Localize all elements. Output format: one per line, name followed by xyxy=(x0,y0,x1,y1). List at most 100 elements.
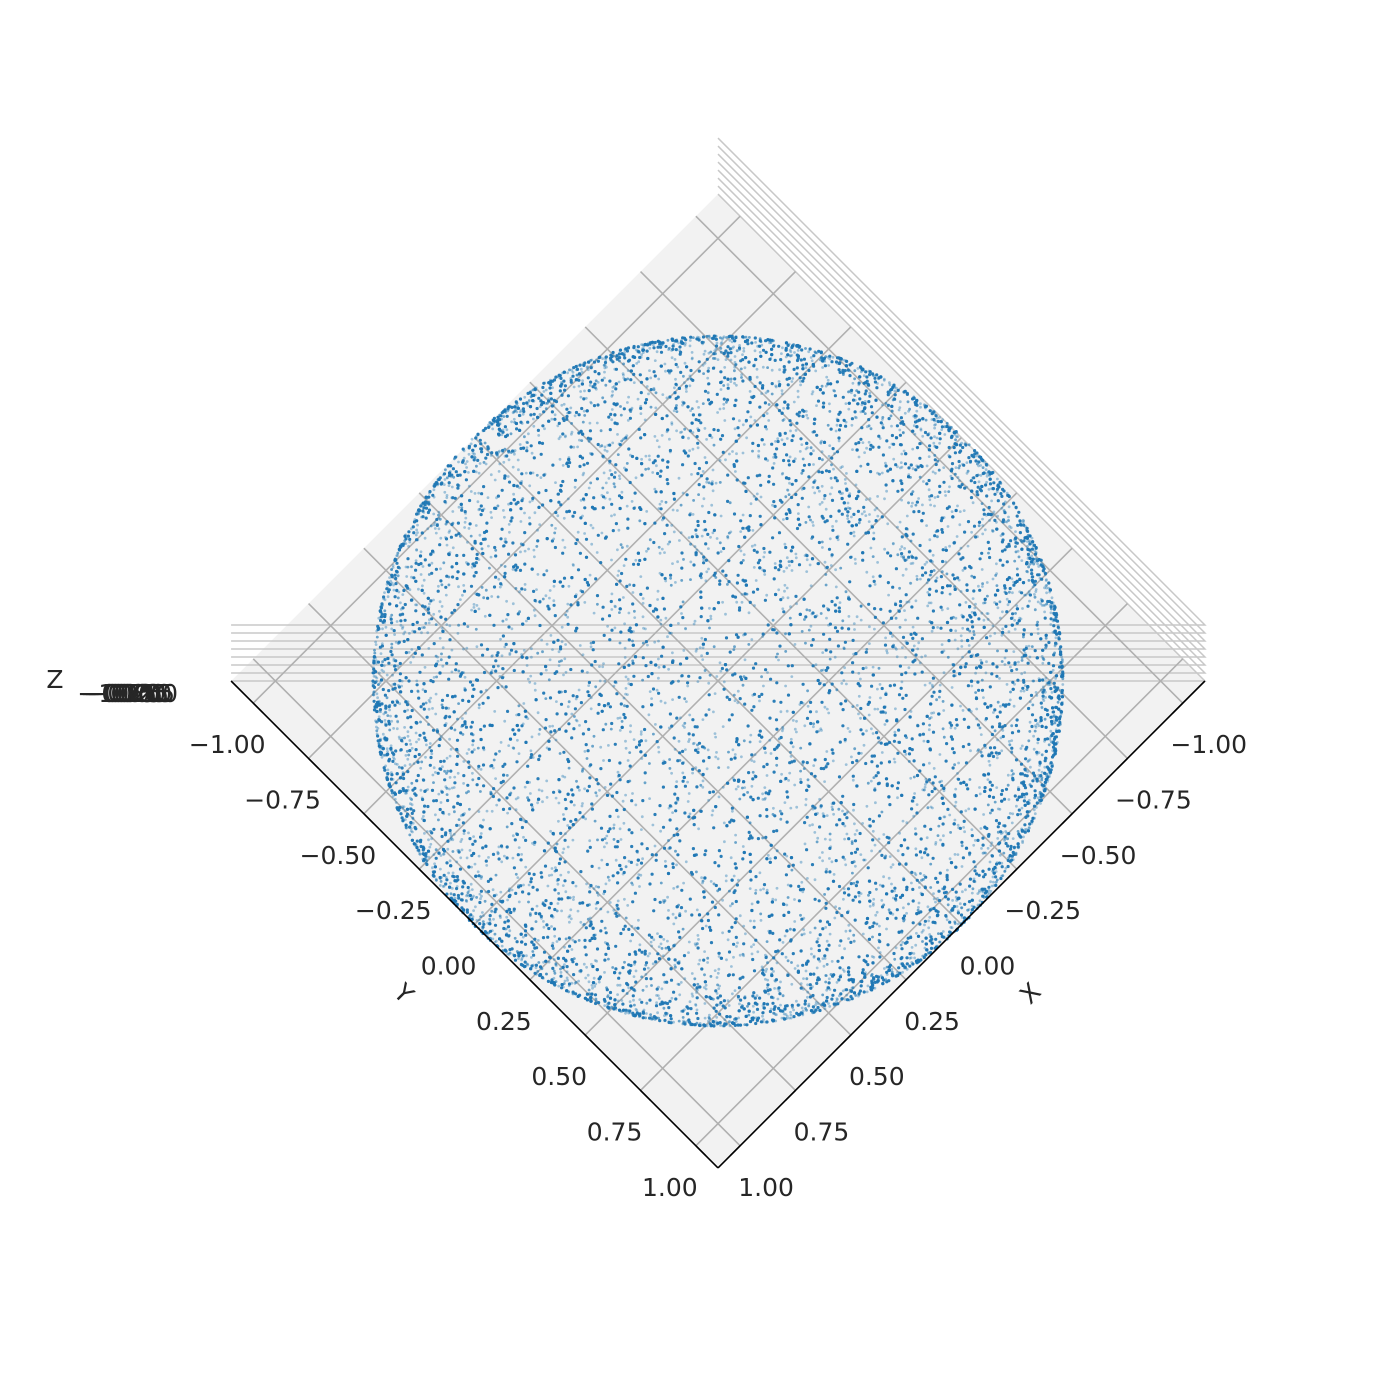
scatter-point xyxy=(1003,724,1007,728)
scatter-point xyxy=(675,780,679,783)
scatter-point xyxy=(897,408,901,412)
scatter-point xyxy=(785,820,789,824)
scatter-point xyxy=(981,851,985,855)
scatter-point xyxy=(401,819,405,823)
scatter-point xyxy=(588,573,592,577)
scatter-point xyxy=(1007,630,1011,634)
scatter-point xyxy=(702,986,706,989)
scatter-point xyxy=(428,618,431,622)
scatter-point xyxy=(691,847,696,851)
scatter-point xyxy=(609,599,613,604)
scatter-point xyxy=(815,433,819,437)
scatter-point xyxy=(766,623,770,627)
scatter-point xyxy=(1012,650,1016,653)
scatter-point xyxy=(632,381,636,384)
scatter-point xyxy=(847,407,851,411)
scatter-point xyxy=(410,811,414,816)
scatter-point xyxy=(741,786,744,790)
scatter-point xyxy=(688,1000,692,1004)
scatter-point xyxy=(423,558,427,562)
scatter-point xyxy=(612,482,616,486)
scatter-point xyxy=(848,580,852,584)
scatter-point xyxy=(1020,744,1024,748)
scatter-point xyxy=(602,633,606,638)
scatter-point xyxy=(840,914,844,918)
scatter-point xyxy=(930,694,934,698)
scatter-point xyxy=(810,863,815,867)
scatter-point xyxy=(719,347,723,350)
scatter-point xyxy=(631,364,635,368)
scatter-point xyxy=(600,858,604,862)
scatter-point xyxy=(1035,694,1039,697)
scatter-point xyxy=(565,417,569,421)
scatter-point xyxy=(915,931,918,935)
scatter-point xyxy=(467,471,470,474)
scatter-point xyxy=(706,376,710,380)
scatter-point xyxy=(940,591,944,595)
scatter-point xyxy=(462,760,466,763)
scatter-point xyxy=(515,760,519,764)
scatter-point xyxy=(977,890,981,894)
scatter-point xyxy=(561,774,565,778)
scatter-point xyxy=(660,434,664,437)
scatter-point xyxy=(734,633,739,637)
scatter-point xyxy=(396,565,400,570)
scatter-point xyxy=(529,749,533,753)
scatter-point xyxy=(1037,773,1041,777)
scatter-point xyxy=(820,501,824,504)
scatter-point xyxy=(652,370,656,374)
scatter-point xyxy=(618,761,622,765)
scatter-point xyxy=(881,423,885,426)
scatter-point xyxy=(573,982,577,985)
scatter-point xyxy=(967,650,971,654)
scatter-point xyxy=(678,345,682,349)
scatter-point xyxy=(887,760,892,764)
scatter-point xyxy=(661,393,665,396)
scatter-point xyxy=(623,351,626,354)
scatter-point xyxy=(1008,586,1012,591)
scatter-point xyxy=(608,428,612,432)
scatter-point xyxy=(384,711,387,714)
scatter-point xyxy=(471,739,475,743)
scatter-point xyxy=(444,706,448,710)
scatter-point xyxy=(647,454,651,458)
scatter-point xyxy=(894,946,898,950)
scatter-point xyxy=(442,873,446,877)
scatter-point xyxy=(951,766,955,770)
scatter-point xyxy=(882,875,885,879)
scatter-point xyxy=(539,914,543,919)
scatter-point xyxy=(790,353,794,357)
scatter-point xyxy=(626,419,630,422)
scatter-point xyxy=(632,583,636,588)
scatter-point xyxy=(671,508,675,512)
scatter-point xyxy=(774,718,779,722)
scatter-point xyxy=(678,993,682,997)
scatter-point xyxy=(907,466,911,470)
scatter-point xyxy=(671,811,674,814)
scatter-point xyxy=(398,672,402,676)
scatter-point xyxy=(483,614,487,618)
scatter-point xyxy=(736,941,739,945)
scatter-point xyxy=(777,588,781,592)
scatter-point xyxy=(466,891,470,895)
scatter-point xyxy=(655,464,658,468)
scatter-point xyxy=(565,609,569,613)
scatter-point xyxy=(503,425,507,429)
scatter-point xyxy=(686,681,690,685)
scatter-point xyxy=(1050,755,1055,759)
scatter-point xyxy=(905,911,908,915)
scatter-point xyxy=(813,806,817,810)
scatter-point xyxy=(438,609,441,613)
scatter-point xyxy=(705,1024,709,1028)
scatter-point xyxy=(494,752,498,756)
scatter-point xyxy=(491,427,495,431)
scatter-point xyxy=(571,938,575,942)
scatter-point xyxy=(1019,747,1023,750)
scatter-point xyxy=(923,683,927,687)
scatter-point xyxy=(633,926,637,930)
scatter-point xyxy=(603,448,607,452)
scatter-point xyxy=(547,960,551,964)
scatter-point xyxy=(609,782,613,786)
scatter-point xyxy=(929,436,933,440)
scatter-point xyxy=(931,470,935,474)
